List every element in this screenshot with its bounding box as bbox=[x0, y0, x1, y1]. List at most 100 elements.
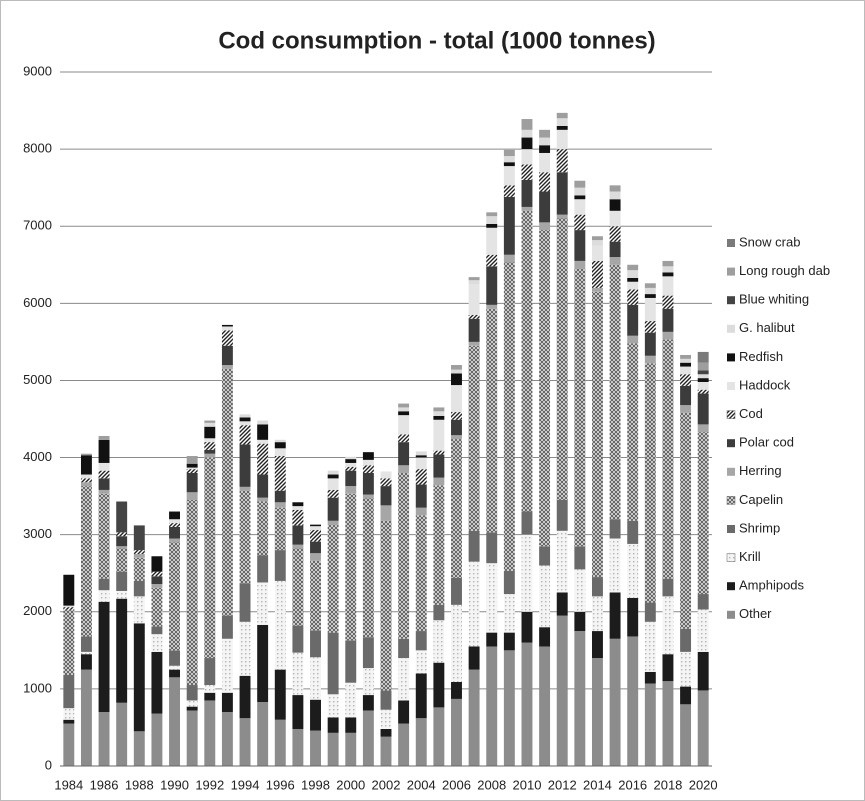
bar-segment bbox=[521, 210, 533, 512]
bar-segment bbox=[80, 669, 92, 766]
bar-segment bbox=[345, 462, 357, 467]
bar-segment bbox=[415, 631, 427, 651]
bar-segment bbox=[627, 335, 639, 344]
legend-label: Snow crab bbox=[739, 234, 800, 249]
bar-segment bbox=[204, 685, 216, 693]
bar-segment bbox=[609, 191, 621, 200]
bar-segment bbox=[169, 665, 181, 670]
bar-segment bbox=[116, 598, 128, 703]
bar-segment bbox=[662, 260, 674, 267]
legend-swatch bbox=[727, 467, 735, 476]
bar-segment bbox=[239, 490, 251, 584]
bar-segment bbox=[644, 294, 656, 298]
bar-segment bbox=[257, 420, 269, 425]
bar-segment bbox=[415, 507, 427, 516]
bar-segment bbox=[644, 671, 656, 684]
bar-segment bbox=[398, 700, 410, 724]
bar-segment bbox=[204, 449, 216, 454]
bar-segment bbox=[574, 199, 586, 215]
legend-swatch bbox=[726, 496, 736, 505]
bar-segment bbox=[556, 592, 568, 616]
bar-segment bbox=[556, 125, 568, 130]
bar-segment bbox=[591, 245, 603, 261]
bar-segment bbox=[257, 624, 269, 702]
bar-segment bbox=[591, 577, 603, 597]
bar-segment bbox=[257, 582, 269, 625]
bar-segment bbox=[697, 370, 709, 375]
bar-segment bbox=[327, 470, 339, 475]
bar-segment bbox=[451, 385, 462, 413]
bar-segment bbox=[257, 439, 269, 444]
bar-segment bbox=[539, 222, 551, 231]
bar-segment bbox=[327, 524, 339, 633]
bar-segment bbox=[503, 632, 515, 651]
bar-segment bbox=[486, 227, 498, 255]
bar-segment bbox=[345, 682, 357, 718]
bar-segment bbox=[239, 486, 251, 491]
bar-segment bbox=[697, 389, 709, 394]
bar-segment bbox=[151, 626, 163, 635]
legend-label: Capelin bbox=[739, 492, 783, 507]
bar-segment bbox=[204, 438, 216, 443]
bar-segment bbox=[503, 570, 515, 595]
bar-segment bbox=[662, 295, 674, 309]
bar-segment bbox=[644, 297, 656, 322]
bar-segment bbox=[398, 472, 410, 639]
x-tick-label: 1990 bbox=[160, 777, 189, 792]
bar-segment bbox=[609, 264, 621, 520]
bar-segment bbox=[591, 631, 603, 659]
bar-segment bbox=[116, 702, 128, 766]
bar-segment bbox=[662, 654, 674, 682]
bar-segment bbox=[574, 631, 586, 766]
bar-segment bbox=[239, 421, 251, 426]
bar-segment bbox=[292, 502, 304, 507]
legend-label: Long rough dab bbox=[739, 263, 830, 278]
bar-segment bbox=[292, 506, 304, 510]
bar-segment bbox=[274, 502, 286, 508]
bar-segment bbox=[486, 563, 498, 633]
legend-swatch bbox=[727, 267, 735, 276]
bar-segment bbox=[609, 519, 621, 539]
bar-segment bbox=[221, 712, 233, 766]
bar-segment bbox=[627, 304, 639, 336]
bar-segment bbox=[539, 191, 551, 223]
bar-segment bbox=[116, 546, 128, 549]
bar-segment bbox=[591, 287, 603, 292]
x-tick-label: 1998 bbox=[301, 777, 330, 792]
bar-segment bbox=[310, 541, 321, 554]
bar-segment bbox=[63, 609, 75, 676]
bar-segment bbox=[345, 470, 357, 487]
bar-segment bbox=[327, 632, 339, 695]
bar-segment bbox=[204, 457, 216, 659]
bar-segment bbox=[556, 615, 568, 766]
legend-swatch bbox=[727, 296, 735, 305]
bar-segment bbox=[257, 424, 269, 440]
legend-label: Cod bbox=[739, 406, 763, 421]
bar-segment bbox=[327, 694, 339, 718]
bar-segment bbox=[662, 308, 674, 332]
bar-segment bbox=[433, 407, 445, 412]
bar-segment bbox=[644, 287, 656, 295]
legend-swatch bbox=[727, 582, 735, 591]
bar-segment bbox=[380, 709, 392, 729]
bar-segment bbox=[697, 351, 709, 363]
bar-segment bbox=[680, 354, 692, 359]
bar-segment bbox=[398, 407, 410, 412]
bar-segment bbox=[80, 654, 92, 670]
bar-segment bbox=[468, 345, 480, 531]
bar-segment bbox=[662, 596, 674, 655]
bar-segment bbox=[186, 469, 198, 473]
bar-segment bbox=[292, 695, 304, 729]
bar-segment bbox=[362, 459, 374, 466]
bar-segment bbox=[521, 534, 533, 612]
bar-segment bbox=[521, 137, 533, 150]
bar-segment bbox=[151, 634, 163, 652]
bar-segment bbox=[486, 216, 498, 224]
bar-segment bbox=[186, 499, 198, 686]
x-tick-label: 2016 bbox=[618, 777, 647, 792]
legend-label: Krill bbox=[739, 549, 761, 564]
bar-segment bbox=[380, 505, 392, 521]
legend-swatch bbox=[727, 439, 735, 448]
bar-segment bbox=[680, 374, 692, 386]
bar-segment bbox=[362, 452, 374, 460]
